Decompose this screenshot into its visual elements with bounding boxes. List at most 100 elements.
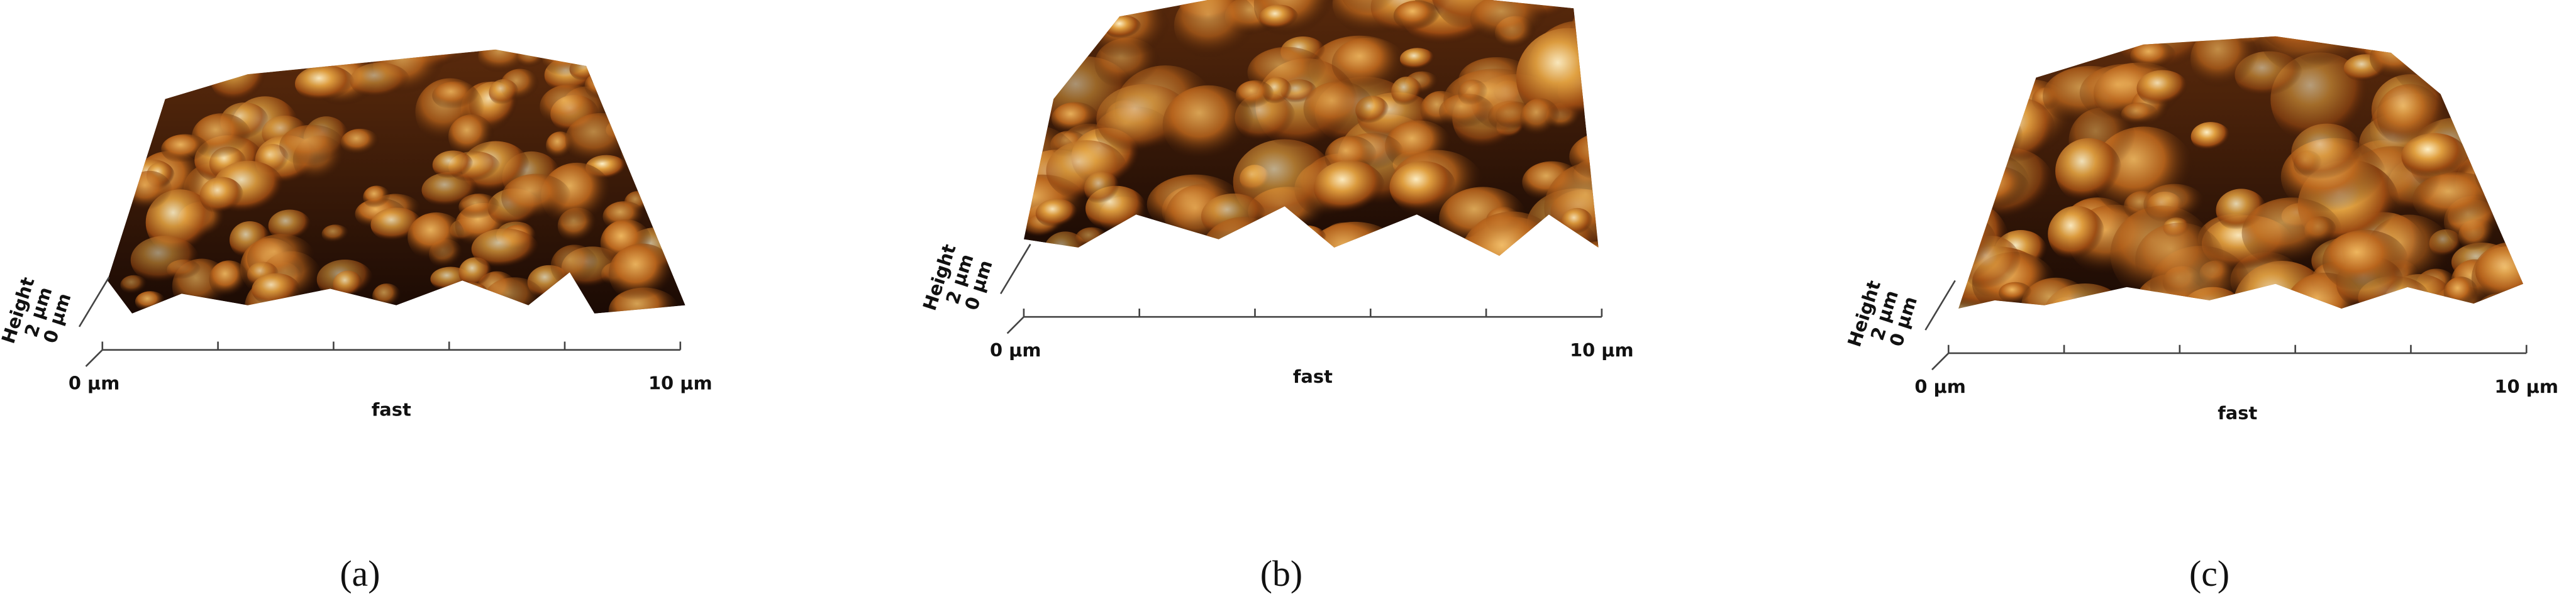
grain xyxy=(2116,36,2174,47)
grain xyxy=(1339,0,1402,17)
grain xyxy=(2460,42,2502,69)
grain xyxy=(540,13,573,39)
grain xyxy=(506,49,575,57)
grain xyxy=(1963,166,2030,212)
grain xyxy=(2291,123,2363,182)
grain xyxy=(565,113,636,167)
grain xyxy=(372,283,401,309)
grain xyxy=(1023,130,1039,155)
grain xyxy=(483,277,545,314)
grain xyxy=(180,51,216,78)
grain xyxy=(220,49,278,75)
grain xyxy=(2023,36,2080,72)
grain xyxy=(1109,248,1181,256)
grain xyxy=(1433,236,1527,256)
z-axis xyxy=(1006,316,1024,334)
grain xyxy=(550,244,599,288)
grain xyxy=(138,60,170,84)
grain xyxy=(107,49,125,74)
grain xyxy=(1285,225,1327,252)
grain xyxy=(1435,253,1490,256)
grain xyxy=(2493,36,2523,69)
z-axis xyxy=(1931,352,1950,371)
grain xyxy=(107,85,130,136)
grain xyxy=(1470,0,1548,43)
x-end-label: 10 µm xyxy=(1570,339,1634,361)
grain xyxy=(382,10,433,43)
grain xyxy=(2055,138,2122,204)
grain xyxy=(2471,241,2523,309)
grain xyxy=(645,54,672,75)
grain xyxy=(321,224,350,244)
grain xyxy=(654,195,686,233)
grain xyxy=(140,49,203,82)
grain xyxy=(591,67,626,89)
grain xyxy=(1331,37,1402,91)
grain xyxy=(199,177,244,215)
grain xyxy=(611,88,640,110)
grain xyxy=(1958,104,2011,155)
grain xyxy=(1185,258,1221,288)
x-end-label: 10 µm xyxy=(648,373,713,394)
grain xyxy=(2258,36,2358,75)
grain xyxy=(2190,36,2259,91)
grain xyxy=(1104,15,1141,40)
grain xyxy=(252,273,301,306)
grain xyxy=(209,260,249,299)
grain xyxy=(1084,171,1120,206)
grain xyxy=(2231,288,2309,309)
grain xyxy=(2462,101,2507,138)
grain xyxy=(2445,48,2516,99)
grain xyxy=(161,134,209,164)
grain xyxy=(130,236,199,285)
grain xyxy=(1977,158,2004,182)
grain xyxy=(1569,0,1599,74)
grain xyxy=(657,9,702,44)
grain xyxy=(2490,63,2523,113)
grain xyxy=(2322,229,2409,294)
grain xyxy=(2369,36,2430,80)
grain xyxy=(2043,283,2126,309)
grain xyxy=(1259,4,1299,31)
grain xyxy=(1561,207,1593,236)
grain xyxy=(2135,222,2225,297)
grain xyxy=(1303,81,1375,137)
grain xyxy=(621,123,677,178)
x-axis-title: fast xyxy=(1293,366,1333,387)
grain xyxy=(608,49,660,67)
grain xyxy=(196,49,268,57)
grain xyxy=(2443,277,2479,309)
grain xyxy=(1487,256,1528,288)
grain xyxy=(277,0,331,40)
grain xyxy=(340,128,380,156)
grain xyxy=(1052,102,1099,136)
grain xyxy=(366,11,418,47)
grain xyxy=(265,49,324,80)
grain xyxy=(1313,160,1385,215)
grain xyxy=(1458,79,1488,107)
x-axis-title: fast xyxy=(2218,402,2257,424)
grain xyxy=(1162,85,1255,165)
grain xyxy=(2368,36,2407,47)
grain xyxy=(1075,227,1109,250)
grain xyxy=(471,228,540,270)
grain xyxy=(597,55,669,109)
grain xyxy=(1958,209,1997,278)
grain xyxy=(1958,106,2024,174)
grain xyxy=(2491,173,2523,224)
grain xyxy=(333,270,363,298)
grain xyxy=(1223,229,1309,256)
grain xyxy=(647,138,686,180)
grain xyxy=(501,173,572,222)
grain xyxy=(1065,0,1108,16)
grain xyxy=(135,291,166,312)
grain xyxy=(2048,206,2105,262)
grain xyxy=(2130,41,2177,71)
grain xyxy=(1560,241,1599,256)
